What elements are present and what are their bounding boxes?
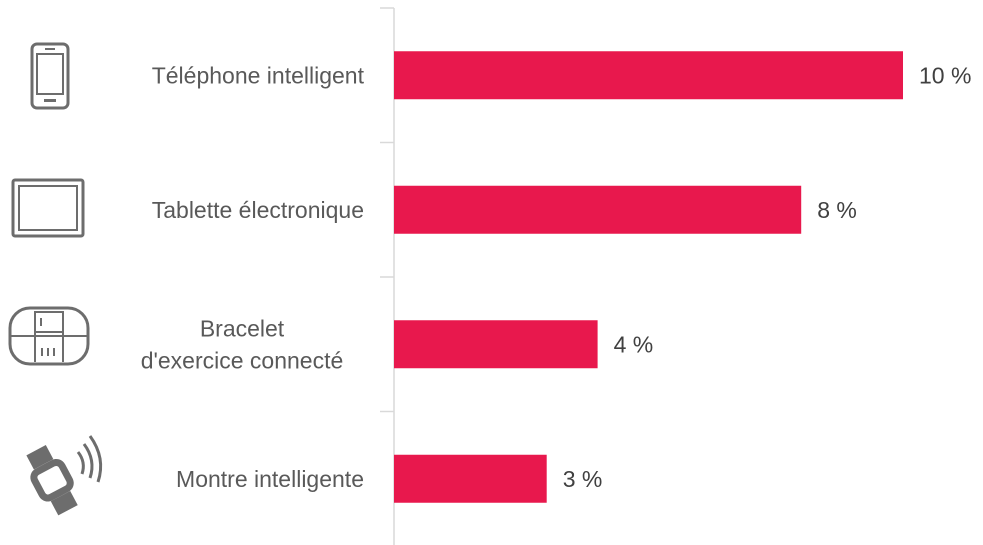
category-label: Montre intelligente [176, 466, 364, 492]
axis-ticks [380, 7, 394, 413]
value-label: 8 % [817, 197, 857, 223]
smartwatch-icon [26, 435, 103, 516]
bar [394, 51, 903, 100]
value-label: 4 % [614, 331, 654, 357]
bar [394, 185, 802, 234]
value-label: 10 % [919, 62, 971, 88]
category-labels: Téléphone intelligent Tablette électroniq… [141, 62, 365, 492]
category-label: Tablette électronique [152, 197, 364, 223]
category-label: d'exercice connecté [141, 347, 344, 373]
fitness-bracelet-icon [8, 306, 90, 366]
bar [394, 320, 598, 369]
category-label: Téléphone intelligent [152, 62, 365, 88]
category-label: Bracelet [200, 315, 285, 341]
value-labels: 10 % 8 % 4 % 3 % [563, 62, 972, 492]
smartphone-icon [30, 42, 70, 110]
value-label: 3 % [563, 466, 603, 492]
tablet-icon [11, 178, 85, 238]
bar [394, 454, 547, 503]
bars [394, 51, 903, 503]
